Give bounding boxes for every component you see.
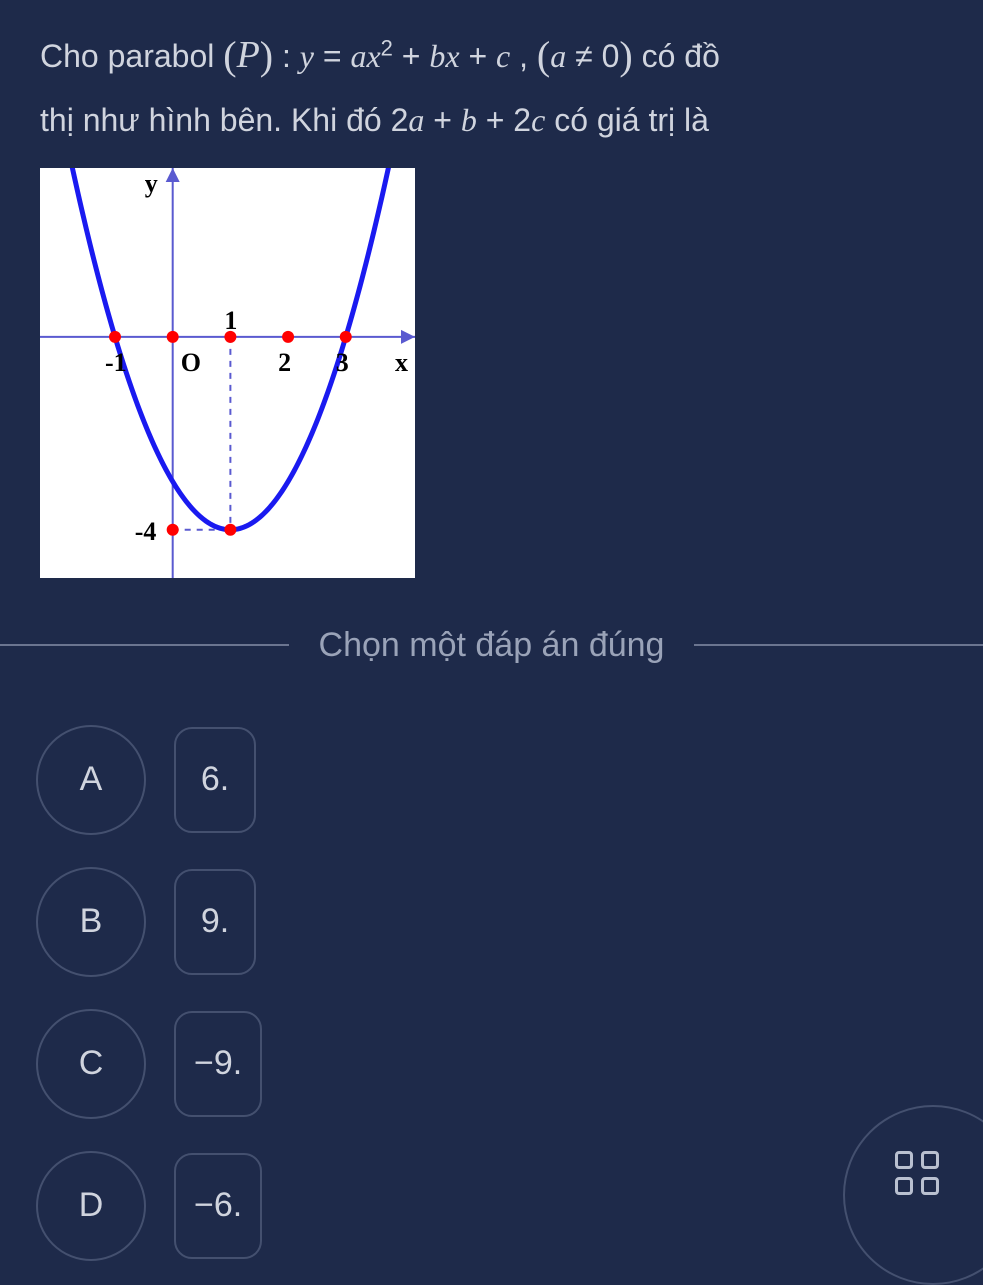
q-x: x	[366, 38, 380, 74]
q-colon: :	[282, 38, 300, 74]
divider-label: Chọn một đáp án đúng	[319, 626, 665, 665]
cond-zero: 0	[602, 38, 620, 74]
q-c: c	[496, 38, 510, 74]
q-y: y	[300, 38, 314, 74]
option-letter-c[interactable]: C	[36, 1009, 146, 1119]
svg-text:3: 3	[336, 347, 349, 376]
grid-icon	[895, 1151, 939, 1195]
q-sq: 2	[381, 35, 393, 60]
q-a: a	[350, 38, 366, 74]
q-p2: +	[460, 38, 496, 74]
divider-line-right	[694, 644, 983, 646]
q-P: P	[237, 34, 260, 76]
q-b: b	[429, 38, 445, 74]
graph-svg: y x O -1 2 3 1 -4	[40, 168, 415, 578]
q-line2b: có giá trị là	[545, 102, 709, 138]
paren-close: )	[260, 33, 273, 78]
svg-text:2: 2	[278, 347, 291, 376]
options-list: A 6. B 9. C −9. D −6.	[0, 725, 983, 1261]
option-value-c[interactable]: −9.	[174, 1011, 262, 1117]
option-a[interactable]: A 6.	[36, 725, 983, 835]
option-value-a[interactable]: 6.	[174, 727, 256, 833]
q-suffix1: có đồ	[642, 38, 720, 74]
parabola-graph: y x O -1 2 3 1 -4	[40, 168, 415, 578]
cond-a: a	[550, 38, 566, 74]
svg-text:y: y	[145, 169, 158, 198]
expr-2c: 2	[513, 102, 531, 138]
q-prefix: Cho parabol	[40, 38, 223, 74]
q-line2a: thị như hình bên. Khi đó	[40, 102, 391, 138]
q-p1: +	[393, 38, 429, 74]
question-text: Cho parabol (P) : y = ax2 + bx + c , (a …	[0, 0, 983, 150]
expr-a: a	[408, 102, 424, 138]
expr-c: c	[531, 102, 545, 138]
cond-neq: ≠	[566, 38, 601, 74]
expr-b: b	[461, 102, 477, 138]
option-letter-d[interactable]: D	[36, 1151, 146, 1261]
svg-text:-4: -4	[135, 516, 157, 545]
options-divider: Chọn một đáp án đúng	[0, 626, 983, 665]
q-eq: =	[314, 38, 350, 74]
divider-line-left	[0, 644, 289, 646]
q-x2: x	[445, 38, 459, 74]
svg-text:O: O	[181, 347, 201, 376]
option-c[interactable]: C −9.	[36, 1009, 983, 1119]
option-value-d[interactable]: −6.	[174, 1153, 262, 1259]
option-letter-a[interactable]: A	[36, 725, 146, 835]
svg-text:x: x	[395, 347, 408, 376]
svg-text:1: 1	[224, 305, 237, 334]
expr-p1: +	[424, 102, 460, 138]
svg-text:-1: -1	[105, 347, 127, 376]
option-d[interactable]: D −6.	[36, 1151, 983, 1261]
option-b[interactable]: B 9.	[36, 867, 983, 977]
cond-close: )	[619, 33, 632, 78]
cond-open: (	[537, 33, 550, 78]
expr-2a: 2	[391, 102, 409, 138]
option-value-b[interactable]: 9.	[174, 869, 256, 975]
paren-open: (	[223, 33, 236, 78]
expr-p2: +	[477, 102, 513, 138]
q-comma: ,	[510, 38, 537, 74]
option-letter-b[interactable]: B	[36, 867, 146, 977]
